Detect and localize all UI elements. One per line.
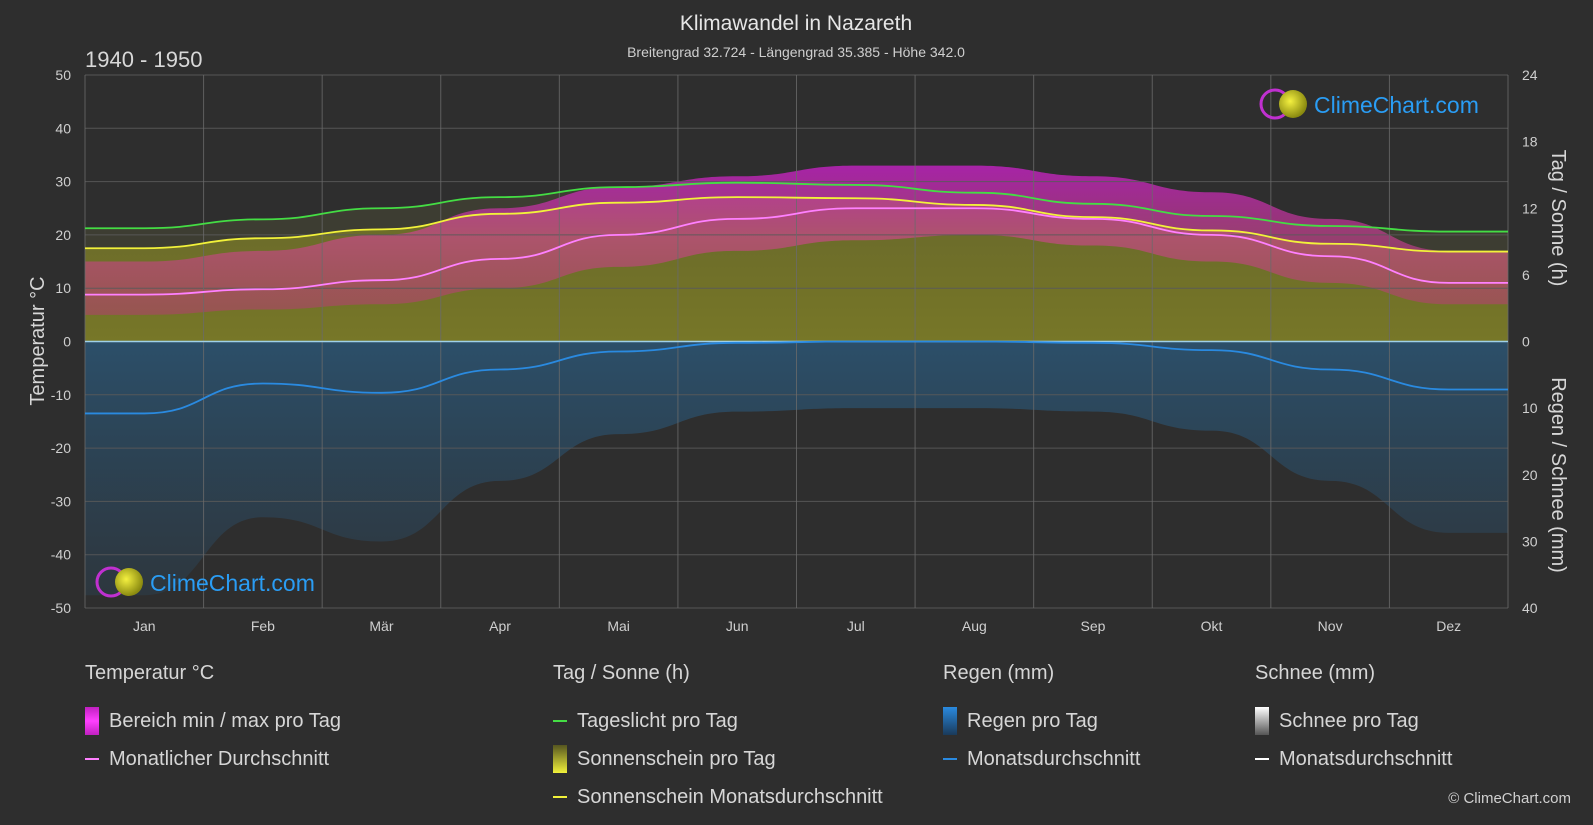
y-left-tick-label: -20 <box>51 440 71 456</box>
y-right-bottom-tick-label: 40 <box>1522 600 1538 616</box>
legend-snow-title: Schnee (mm) <box>1255 662 1376 684</box>
legend-label: Schnee pro Tag <box>1279 709 1419 732</box>
y-right-bottom-tick-label: 30 <box>1522 533 1538 549</box>
y-left-tick-label: -10 <box>51 387 71 403</box>
y-left-tick-label: 0 <box>63 334 71 350</box>
y-left-tick-label: 20 <box>55 227 71 243</box>
y-right-top-tick-label: 6 <box>1522 267 1530 283</box>
plot-area: 50 40 30 20 10 0 -10 -20 -30 -40 -50 24 18 12 6 0 10 20 30… <box>51 67 1538 634</box>
x-tick-label: Jul <box>847 618 865 634</box>
x-tick-label: Mai <box>607 618 630 634</box>
legend-temperature-title: Temperatur °C <box>85 662 215 684</box>
y-left-tick-label: 40 <box>55 120 71 136</box>
rain-swatch-icon <box>943 707 957 735</box>
legend-label: Sonnenschein pro Tag <box>577 747 776 770</box>
y-right-bottom-tick-label: 20 <box>1522 467 1538 483</box>
x-tick-label: Jun <box>726 618 749 634</box>
logo-top: ClimeChart.com <box>1259 88 1479 120</box>
legend-label: Monatsdurchschnitt <box>1279 747 1453 770</box>
logo-bottom: ClimeChart.com <box>95 566 315 598</box>
legend-sun: Tag / Sonne (h) Tageslicht pro Tag Sonne… <box>553 662 883 816</box>
logo-sun-icon <box>1279 90 1307 118</box>
legend-label: Sonnenschein Monatsdurchschnitt <box>577 785 883 808</box>
x-tick-label: Dez <box>1436 618 1461 634</box>
temp-range-swatch-icon <box>85 707 99 735</box>
y-axis-left-label: Temperatur °C <box>27 276 49 405</box>
legend-sun-title: Tag / Sonne (h) <box>553 662 690 684</box>
y-left-tick-label: 50 <box>55 67 71 83</box>
legend-item-temp-range: Bereich min / max pro Tag <box>85 702 341 740</box>
y-left-tick-label: -40 <box>51 547 71 563</box>
y-left-tick-label: 30 <box>55 174 71 190</box>
legend-snow: Schnee (mm) Schnee pro Tag Monatsdurchsc… <box>1255 662 1452 778</box>
sunshine-swatch-icon <box>553 745 567 773</box>
legend-item-daylight: Tageslicht pro Tag <box>553 702 883 740</box>
x-tick-label: Jan <box>133 618 156 634</box>
period-label: 1940 - 1950 <box>85 47 202 72</box>
x-tick-label: Aug <box>962 618 987 634</box>
x-tick-label: Okt <box>1201 618 1223 634</box>
x-tick-label: Nov <box>1318 618 1343 634</box>
y-right-top-tick-label: 18 <box>1522 134 1538 150</box>
y-left-tick-label: -30 <box>51 493 71 509</box>
temp-avg-line <box>84 207 1508 296</box>
legend-label: Tageslicht pro Tag <box>577 709 738 732</box>
legend-label: Monatsdurchschnitt <box>967 747 1141 770</box>
x-tick-label: Feb <box>251 618 275 634</box>
legend-item-snow-avg: Monatsdurchschnitt <box>1255 740 1452 778</box>
x-tick-label: Apr <box>489 618 511 634</box>
daylight-line-icon <box>553 720 567 722</box>
y-right-top-tick-label: 12 <box>1522 200 1538 216</box>
rain-avg-line <box>85 340 1508 415</box>
legend-temperature: Temperatur °C Bereich min / max pro Tag … <box>85 662 341 778</box>
y-right-top-tick-label: 24 <box>1522 67 1538 83</box>
chart-title: Klimawandel in Nazareth <box>680 12 912 35</box>
legend-rain: Regen (mm) Regen pro Tag Monatsdurchschn… <box>943 662 1140 778</box>
sunshine-avg-line <box>84 196 1508 253</box>
y-axis-right-top-label: Tag / Sonne (h) <box>1547 150 1569 287</box>
legend-label: Bereich min / max pro Tag <box>109 709 341 732</box>
legend-item-snow: Schnee pro Tag <box>1255 702 1452 740</box>
x-tick-label: Mär <box>369 618 393 634</box>
snow-avg-line-icon <box>1255 758 1269 760</box>
legend-label: Monatlicher Durchschnitt <box>109 747 330 770</box>
y-right-bottom-tick-label: 10 <box>1522 400 1538 416</box>
y-right-top-tick-label: 0 <box>1522 334 1530 350</box>
y-left-tick-label: 10 <box>55 280 71 296</box>
copyright: © ClimeChart.com <box>1448 790 1571 807</box>
y-axis-right-bottom-label: Regen / Schnee (mm) <box>1547 377 1569 573</box>
daylight-line <box>85 181 1508 233</box>
legend-item-rain-avg: Monatsdurchschnitt <box>943 740 1140 778</box>
logo-text-top: ClimeChart.com <box>1314 92 1479 118</box>
logo-sun-icon <box>115 568 143 596</box>
legend-item-rain: Regen pro Tag <box>943 702 1140 740</box>
temp-avg-line-icon <box>85 758 99 760</box>
logo-text-bottom: ClimeChart.com <box>150 570 315 596</box>
legend-item-sunshine: Sonnenschein pro Tag <box>553 740 883 778</box>
y-left-tick-label: -50 <box>51 600 71 616</box>
snow-swatch-icon <box>1255 707 1269 735</box>
sunshine-avg-line-icon <box>553 796 567 798</box>
legend-label: Regen pro Tag <box>967 709 1098 732</box>
chart-subtitle: Breitengrad 32.724 - Längengrad 35.385 -… <box>627 44 965 60</box>
rain-avg-line-icon <box>943 758 957 760</box>
legend-item-temp-avg: Monatlicher Durchschnitt <box>85 740 341 778</box>
legend-rain-title: Regen (mm) <box>943 662 1055 684</box>
x-tick-label: Sep <box>1080 618 1105 634</box>
legend-item-sunshine-avg: Sonnenschein Monatsdurchschnitt <box>553 778 883 816</box>
